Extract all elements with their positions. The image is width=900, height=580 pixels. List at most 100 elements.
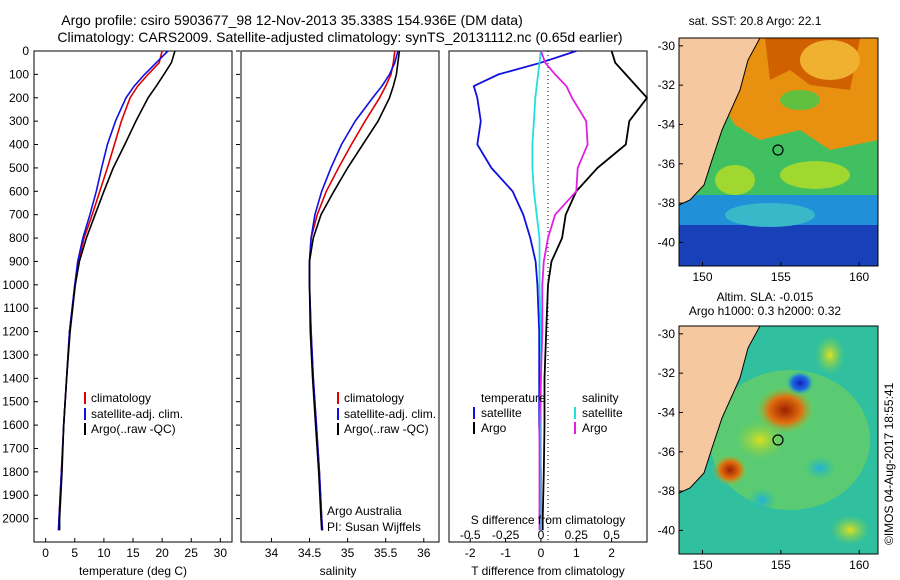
lat-tick-label: -40 — [658, 235, 676, 249]
x-tick-label: 15 — [126, 546, 140, 560]
depth-tick-label: 2000 — [2, 512, 29, 526]
depth-tick-label: 1200 — [2, 325, 29, 339]
depth-tick-label: 900 — [9, 254, 29, 268]
legend-s-argo-label: Argo — [582, 421, 608, 435]
t-tick-label: 1 — [573, 546, 580, 560]
lat-tick-label: -32 — [658, 366, 676, 380]
difference-series-line-1 — [541, 50, 649, 531]
series-line-2 — [308, 50, 401, 531]
s-difference-xlabel: S difference from climatology — [471, 513, 626, 527]
lon-tick-label: 160 — [849, 270, 869, 284]
s-tick-label: 0.25 — [565, 528, 589, 542]
lon-tick-label: 155 — [771, 558, 791, 572]
depth-tick-label: 300 — [9, 114, 29, 128]
s-tick-label: 0 — [538, 528, 545, 542]
lat-tick-label: -36 — [658, 445, 676, 459]
annotation-argo-australia: Argo Australia — [327, 504, 402, 518]
depth-tick-label: 0 — [22, 44, 29, 58]
temperature-axes-frame — [33, 50, 233, 543]
x-tick-label: 35.5 — [374, 546, 398, 560]
legend-header-salinity: salinity — [582, 391, 619, 405]
sst-map: sat. SST: 20.8 Argo: 22.1 150 155 160 -30-… — [658, 14, 879, 284]
lon-tick-label: 150 — [692, 558, 712, 572]
x-tick-label: 20 — [155, 546, 169, 560]
difference-series-line-2 — [531, 50, 542, 531]
lat-tick-label: -38 — [658, 484, 676, 498]
salinity-legend: climatology satellite-adj. clim. Argo(..… — [337, 391, 436, 436]
t-tick-label: -1 — [500, 546, 511, 560]
s-tick-label: -0.25 — [492, 528, 520, 542]
sla-map-frame — [678, 325, 879, 555]
temperature-legend: climatology satellite-adj. clim. Argo(..… — [84, 391, 183, 436]
difference-panel: -2 -1 0 1 2 -0.5 -0.25 0 0.25 0.5 S difference f… — [448, 50, 649, 578]
legend-climatology-label: climatology — [91, 391, 151, 405]
depth-tick-label: 1100 — [3, 301, 29, 315]
sla-map: Altim. SLA: -0.015 Argo h1000: 0.3 h2000… — [658, 290, 879, 572]
depth-tick-label: 1300 — [2, 348, 29, 362]
x-tick-label: 30 — [214, 546, 228, 560]
salinity-series — [308, 50, 401, 531]
legend-satellite-label: satellite-adj. clim. — [344, 407, 436, 421]
argo-location-marker — [772, 434, 784, 446]
depth-tick-label: 1800 — [2, 465, 29, 479]
lon-tick-label: 160 — [849, 558, 869, 572]
legend-argo-label: Argo(..raw -QC) — [91, 422, 176, 436]
salinity-tick-labels: 34 34.5 35 35.5 36 — [265, 538, 431, 560]
x-tick-label: 36 — [417, 546, 431, 560]
depth-tick-label: 800 — [9, 231, 29, 245]
depth-tick-label: 700 — [9, 208, 29, 222]
x-tick-label: 34.5 — [298, 546, 322, 560]
x-tick-label: 10 — [97, 546, 111, 560]
sla-map-lat-labels: -30 -32 -34 -36 -38 -40 — [658, 327, 683, 537]
lon-tick-label: 155 — [771, 270, 791, 284]
legend-t-argo-label: Argo — [481, 421, 507, 435]
sla-map-lon-labels: 150 155 160 — [692, 550, 870, 572]
temperature-panel: 0100200300400500600700800900100011001200… — [2, 44, 240, 578]
depth-tick-label: 400 — [9, 138, 29, 152]
depth-tick-label: 500 — [9, 161, 29, 175]
depth-tick-label: 100 — [9, 67, 29, 81]
figure-title-line2: Climatology: CARS2009. Satellite-adjuste… — [57, 29, 622, 45]
sst-map-lat-labels: -30 -32 -34 -36 -38 -40 — [658, 39, 683, 249]
salinity-xlabel: salinity — [320, 564, 357, 578]
depth-tick-label: 1500 — [2, 395, 29, 409]
lat-tick-label: -30 — [658, 39, 676, 53]
difference-series-line-3 — [538, 50, 589, 531]
lat-tick-label: -34 — [658, 117, 676, 131]
series-line-2 — [58, 50, 176, 531]
legend-header-temperature: temperature — [481, 391, 546, 405]
temperature-series — [57, 50, 176, 531]
temperature-tick-labels: 0 5 10 15 20 25 30 — [42, 538, 227, 560]
difference-series — [472, 50, 649, 531]
lon-tick-label: 150 — [692, 270, 712, 284]
sst-map-frame — [678, 37, 879, 267]
depth-tick-label: 1400 — [2, 371, 29, 385]
depth-tick-label: 200 — [9, 91, 29, 105]
sst-map-lon-labels: 150 155 160 — [692, 262, 870, 284]
t-tick-label: -2 — [465, 546, 476, 560]
lat-tick-label: -32 — [658, 78, 676, 92]
t-difference-xlabel: T difference from climatology — [471, 564, 625, 578]
t-tick-label: 0 — [538, 546, 545, 560]
depth-tick-label: 1000 — [2, 278, 29, 292]
lat-tick-label: -38 — [658, 196, 676, 210]
depth-tick-label: 1600 — [2, 418, 29, 432]
legend-satellite-label: satellite-adj. clim. — [91, 407, 183, 421]
sst-map-title: sat. SST: 20.8 Argo: 22.1 — [689, 14, 822, 28]
s-tick-label: -0.5 — [460, 528, 481, 542]
legend-climatology-label: climatology — [344, 391, 404, 405]
t-tick-label: 2 — [608, 546, 615, 560]
depth-tick-label: 1700 — [2, 441, 29, 455]
x-tick-label: 35 — [341, 546, 355, 560]
x-tick-label: 0 — [42, 546, 49, 560]
sla-map-title-2: Argo h1000: 0.3 h2000: 0.32 — [689, 304, 841, 318]
difference-legend: temperature satellite Argo salinity sate… — [473, 391, 623, 435]
lat-tick-label: -34 — [658, 405, 676, 419]
depth-tick-labels: 0 100 200 300 400 500 600 700 800 900 1000 1100 1200… — [2, 44, 240, 526]
argo-location-marker — [772, 144, 784, 156]
lat-tick-label: -36 — [658, 157, 676, 171]
legend-t-satellite-label: satellite — [481, 406, 522, 420]
x-tick-label: 34 — [265, 546, 279, 560]
x-tick-label: 5 — [71, 546, 78, 560]
